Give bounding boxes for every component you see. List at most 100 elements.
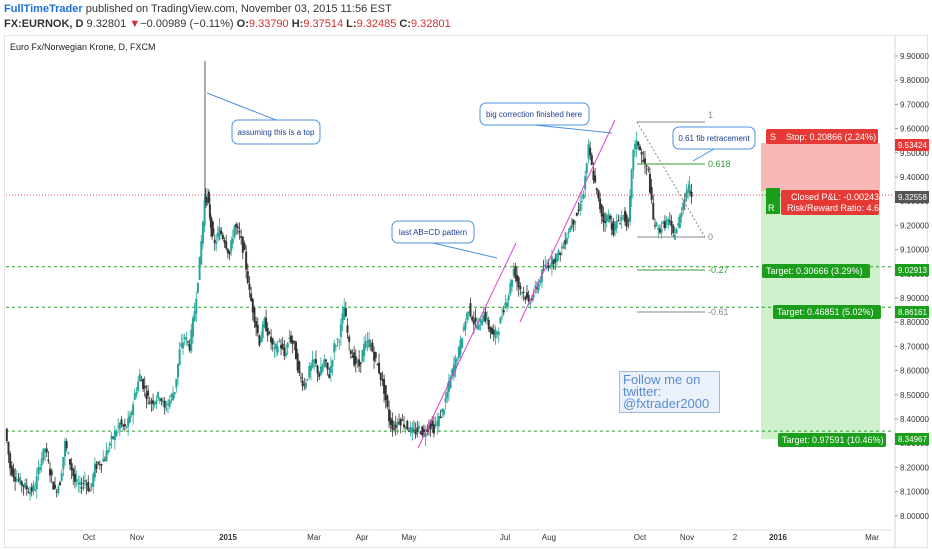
candle-body xyxy=(542,269,545,271)
candle-body xyxy=(273,347,276,349)
candle-body xyxy=(527,294,530,302)
candle-body xyxy=(19,477,22,484)
candle-body xyxy=(236,226,239,229)
candle-body xyxy=(25,485,28,490)
y-tick-label: 9.60000 xyxy=(900,125,929,134)
candle-body xyxy=(112,437,115,439)
candle-body xyxy=(587,144,590,159)
candle-body xyxy=(529,303,532,305)
candle-body xyxy=(313,359,316,363)
candle-body xyxy=(353,352,356,366)
candle-body xyxy=(186,341,189,343)
candle-body xyxy=(78,482,81,485)
brand-name[interactable]: FullTimeTrader xyxy=(4,3,83,15)
candle-body xyxy=(218,227,221,240)
candle-body xyxy=(37,467,40,475)
candle-body xyxy=(42,448,45,460)
candle-body xyxy=(491,328,494,335)
candle-body xyxy=(657,227,660,230)
candle-body xyxy=(190,329,193,352)
trend-line xyxy=(519,119,616,323)
candle-body xyxy=(62,456,65,470)
candle-body xyxy=(368,339,371,348)
candle-body xyxy=(633,144,636,150)
candle-body xyxy=(198,256,201,280)
candle-body xyxy=(105,450,108,462)
candle-body xyxy=(652,202,655,220)
candle-body xyxy=(155,400,158,404)
candle-body xyxy=(178,349,181,365)
candle-body xyxy=(612,221,615,235)
candle-body xyxy=(299,377,302,379)
x-tick-label: Apr xyxy=(356,533,369,542)
candle-body xyxy=(502,309,505,313)
candle-body xyxy=(130,412,133,416)
candle-body xyxy=(389,417,392,425)
candle-body xyxy=(520,292,523,294)
candle-body xyxy=(153,402,156,406)
candle-body xyxy=(525,292,528,298)
candle-body xyxy=(341,313,344,324)
candle-body xyxy=(158,398,161,401)
candle-body xyxy=(173,392,176,395)
candle-body xyxy=(285,352,288,356)
x-tick-label: 2 xyxy=(733,533,738,542)
candle-body xyxy=(683,199,686,201)
candle-body xyxy=(600,204,603,217)
candle-body xyxy=(381,379,384,381)
candle-body xyxy=(230,240,233,252)
candle-body xyxy=(511,280,514,287)
candle-body xyxy=(162,401,165,403)
candle-body xyxy=(226,248,229,253)
candle-body xyxy=(650,187,653,200)
candle-body xyxy=(271,338,274,345)
candle-body xyxy=(293,340,296,343)
candle-body xyxy=(50,470,53,476)
candle-body xyxy=(68,459,71,465)
callout-text: last AB=CD pattern xyxy=(399,228,467,237)
candle-body xyxy=(309,365,312,371)
candle-body xyxy=(172,393,175,401)
candle-body xyxy=(560,247,563,249)
candle-body xyxy=(469,303,472,316)
candle-body xyxy=(479,318,482,323)
candle-body xyxy=(497,331,500,335)
candle-body xyxy=(687,188,690,193)
candle-body xyxy=(336,338,339,340)
price-badge-label: 9.53424 xyxy=(898,141,927,150)
candle-body xyxy=(201,221,204,244)
candle-body xyxy=(688,184,691,191)
candle-body xyxy=(447,380,450,392)
candle-body xyxy=(655,222,658,227)
candle-body xyxy=(70,463,73,471)
candle-body xyxy=(253,307,256,323)
candle-body xyxy=(524,296,527,300)
chart-area[interactable] xyxy=(4,35,928,548)
candle-body xyxy=(457,347,460,358)
candle-body xyxy=(278,340,281,342)
candle-body xyxy=(193,311,196,321)
y-tick-label: 8.00000 xyxy=(900,512,929,521)
candle-body xyxy=(506,302,509,308)
candle-body xyxy=(474,317,477,322)
callout-text: big correction finished here xyxy=(486,110,583,119)
candle-body xyxy=(682,202,685,211)
candle-body xyxy=(22,484,25,487)
candle-body xyxy=(115,431,118,436)
candle-body xyxy=(589,147,592,156)
target-label-box xyxy=(773,305,881,319)
candle-body xyxy=(599,198,602,210)
candle-body xyxy=(276,346,279,353)
fib-level-label: 1 xyxy=(708,110,713,120)
candle-body xyxy=(92,473,95,487)
candle-body xyxy=(133,393,136,400)
candle-body xyxy=(439,416,442,419)
candle-body xyxy=(421,426,424,436)
candle-body xyxy=(150,400,153,403)
price-badge-label: 8.34967 xyxy=(898,435,927,444)
fib-level-label: -0.61 xyxy=(708,307,729,317)
target-label: Target: 0.30666 (3.29%) xyxy=(766,266,863,276)
candle-body xyxy=(635,140,638,150)
candle-body xyxy=(373,352,376,361)
